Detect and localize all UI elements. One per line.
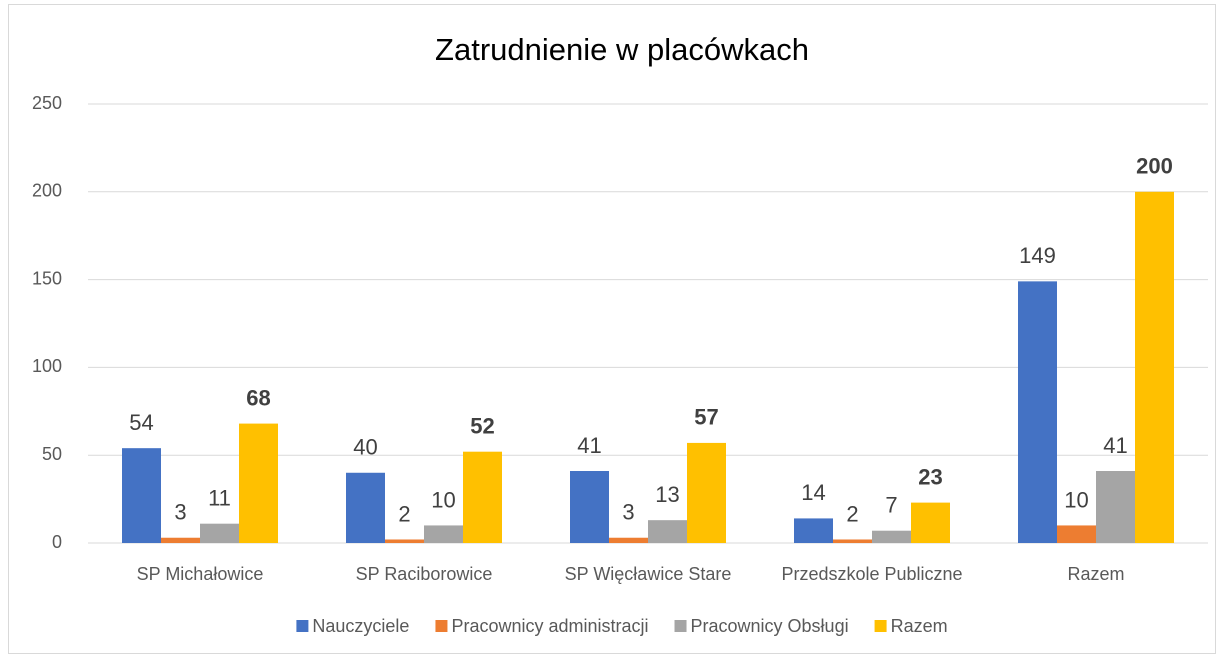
x-tick-label: Przedszkole Publiczne — [781, 564, 962, 584]
legend-label: Nauczyciele — [312, 616, 409, 636]
x-tick-label: Razem — [1067, 564, 1124, 584]
data-label: 10 — [431, 487, 455, 512]
legend-label: Razem — [891, 616, 948, 636]
y-tick-label: 250 — [32, 93, 62, 113]
bar — [648, 520, 687, 543]
legend-swatch — [296, 620, 309, 632]
chart-title: Zatrudnienie w placówkach — [435, 32, 809, 67]
y-tick-label: 50 — [42, 444, 62, 464]
data-label: 11 — [208, 485, 231, 510]
data-label: 54 — [129, 410, 153, 435]
bar — [239, 423, 278, 543]
bar — [463, 451, 502, 543]
x-tick-label: SP Raciborowice — [356, 564, 493, 584]
bar — [833, 539, 872, 543]
data-label: 41 — [577, 433, 601, 458]
bar — [346, 472, 385, 543]
data-label: 7 — [885, 493, 897, 518]
data-label: 200 — [1136, 154, 1173, 179]
bar — [200, 523, 239, 543]
legend-swatch — [674, 620, 687, 632]
bar — [794, 518, 833, 543]
data-label: 2 — [846, 501, 858, 526]
bar — [872, 530, 911, 543]
data-label: 68 — [246, 385, 270, 410]
bar — [122, 448, 161, 543]
data-label: 3 — [174, 500, 186, 525]
data-label: 10 — [1064, 487, 1088, 512]
x-tick-label: SP Michałowice — [137, 564, 264, 584]
bar — [1018, 281, 1057, 543]
data-label: 41 — [1103, 433, 1127, 458]
legend-label: Pracownicy administracji — [451, 616, 648, 636]
chart-border — [8, 4, 1216, 654]
data-label: 3 — [622, 500, 634, 525]
data-label: 149 — [1019, 243, 1056, 268]
data-label: 13 — [655, 482, 679, 507]
y-tick-label: 0 — [52, 532, 62, 552]
bar — [911, 502, 950, 543]
bar — [385, 539, 424, 543]
bar — [1135, 191, 1174, 544]
bar — [687, 442, 726, 543]
y-tick-label: 200 — [32, 181, 62, 201]
legend-swatch — [435, 620, 448, 632]
y-tick-label: 150 — [32, 268, 62, 288]
bar — [609, 537, 648, 543]
legend-label: Pracownicy Obsługi — [691, 616, 849, 636]
data-label: 57 — [694, 405, 718, 430]
data-label: 23 — [918, 464, 942, 489]
bar — [424, 525, 463, 543]
bar — [1057, 525, 1096, 543]
bar — [161, 537, 200, 543]
y-tick-label: 100 — [32, 356, 62, 376]
data-label: 40 — [353, 435, 377, 460]
data-label: 2 — [398, 501, 410, 526]
bar — [570, 471, 609, 543]
data-label: 52 — [470, 414, 494, 439]
legend-swatch — [874, 620, 887, 632]
x-tick-label: SP Więcławice Stare — [565, 564, 732, 584]
bar — [1096, 471, 1135, 543]
data-label: 14 — [801, 480, 825, 505]
